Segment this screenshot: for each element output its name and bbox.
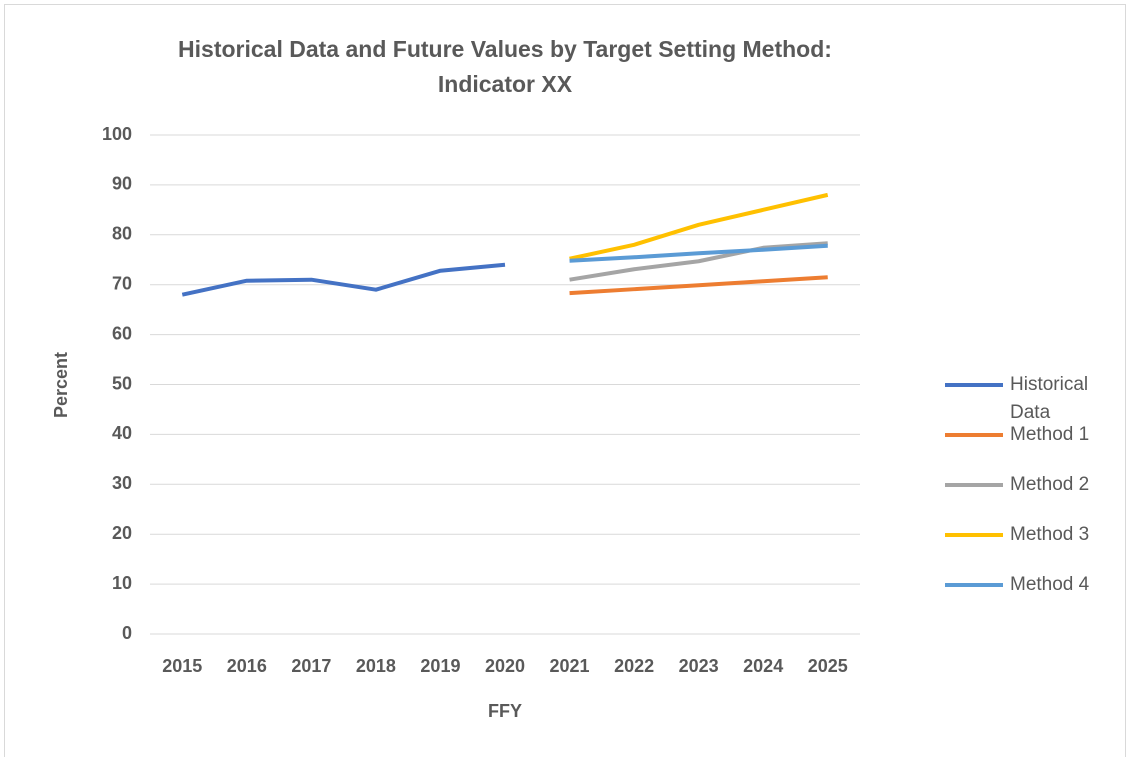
y-tick-label: 20 <box>112 523 132 543</box>
y-tick-label: 30 <box>112 473 132 493</box>
series-line <box>569 241 828 282</box>
x-axis-label: FFY <box>488 701 522 721</box>
y-tick-label: 40 <box>112 423 132 443</box>
y-tick-label: 100 <box>102 124 132 144</box>
x-tick-label: 2017 <box>291 656 331 676</box>
x-tick-label: 2025 <box>808 656 848 676</box>
x-tick-label: 2015 <box>162 656 202 676</box>
x-tick-label: 2021 <box>550 656 590 676</box>
y-tick-label: 0 <box>122 623 132 643</box>
x-tick-label: 2019 <box>420 656 460 676</box>
x-tick-label: 2024 <box>743 656 783 676</box>
series-line <box>569 192 829 261</box>
legend-label: Method 2 <box>1010 474 1090 495</box>
series-line <box>569 275 828 296</box>
x-tick-label: 2020 <box>485 656 525 676</box>
legend-label: Method 1 <box>1010 424 1090 445</box>
legend-label: Historical Data <box>1010 374 1089 423</box>
x-tick-label: 2023 <box>679 656 719 676</box>
y-tick-label: 10 <box>112 573 132 593</box>
y-tick-label: 70 <box>112 273 132 293</box>
chart-title: Historical Data and Future Values by Tar… <box>178 36 832 97</box>
y-tick-label: 80 <box>112 224 132 244</box>
legend-label: Method 4 <box>1010 574 1090 595</box>
series-line <box>569 243 828 263</box>
y-tick-label: 90 <box>112 174 132 194</box>
y-tick-label: 50 <box>112 373 132 393</box>
legend-label: Method 3 <box>1010 524 1090 545</box>
x-tick-label: 2022 <box>614 656 654 676</box>
chart-border <box>4 4 1126 757</box>
y-axis-label: Percent <box>51 352 71 418</box>
x-tick-label: 2016 <box>227 656 267 676</box>
x-tick-label: 2018 <box>356 656 396 676</box>
series-line <box>181 262 506 297</box>
y-tick-label: 60 <box>112 323 132 343</box>
